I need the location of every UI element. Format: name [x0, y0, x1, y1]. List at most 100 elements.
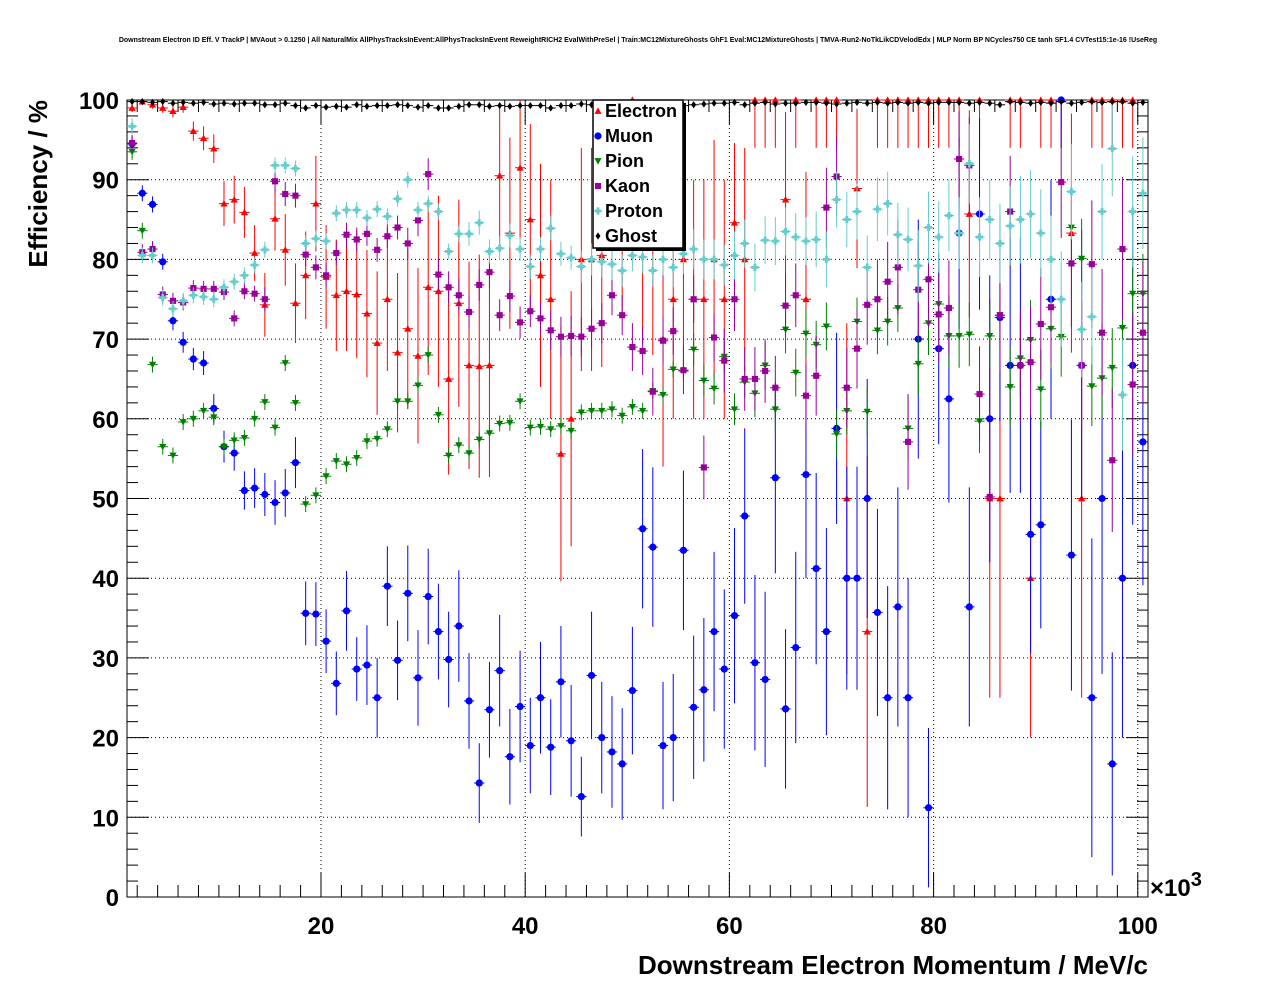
x-axis-title: Downstream Electron Momentum / MeV/c	[638, 950, 1148, 980]
kaon-point	[1027, 359, 1034, 366]
pion-point	[465, 450, 473, 457]
kaon-point	[363, 230, 370, 237]
pion-point	[832, 431, 841, 438]
proton-point	[894, 231, 902, 239]
proton-point	[832, 196, 841, 204]
pion-point	[822, 323, 830, 330]
ghost-point	[956, 98, 962, 106]
ghost-point	[966, 99, 972, 107]
muon-point	[659, 741, 667, 750]
ghost-point	[180, 98, 186, 106]
kaon-point	[384, 233, 391, 240]
kaon-point	[210, 285, 217, 292]
kaon-point	[476, 281, 483, 288]
proton-point	[812, 235, 820, 244]
pion-point	[669, 366, 677, 373]
pion-point	[302, 501, 310, 508]
ghost-point	[915, 98, 921, 106]
ghost-point	[364, 102, 370, 110]
pion-point	[659, 392, 667, 399]
ghost-point	[425, 101, 431, 110]
electron-point	[445, 375, 453, 382]
ghost-point	[936, 98, 942, 106]
kaon-point	[292, 192, 299, 199]
proton-point	[312, 235, 320, 243]
y-tick-label: 100	[79, 88, 119, 115]
ghost-point	[568, 101, 574, 110]
ghost-point	[1140, 98, 1146, 106]
proton-point	[771, 237, 779, 245]
x-tick-label: 20	[308, 913, 335, 940]
kaon-point	[772, 384, 779, 391]
proton-point	[1037, 229, 1045, 237]
ghost-point	[701, 100, 707, 108]
proton-point	[424, 200, 432, 208]
electron-point	[781, 196, 790, 203]
electron-point	[342, 287, 351, 295]
ghost-point	[384, 101, 390, 110]
pion-point	[1118, 325, 1127, 332]
legend-marker-kaon	[594, 182, 602, 190]
kaon-point	[353, 236, 360, 243]
proton-point	[618, 266, 626, 275]
pion-point	[496, 420, 504, 428]
legend-marker-proton	[594, 207, 602, 215]
kaon-point	[1088, 261, 1095, 268]
proton-point	[649, 266, 657, 275]
legend-marker-electron	[594, 107, 602, 114]
proton-point	[332, 209, 340, 217]
pion-point	[547, 426, 555, 433]
kaon-point	[935, 311, 942, 318]
muon-point	[639, 525, 647, 533]
ghost-point	[895, 98, 901, 106]
ghost-point	[742, 101, 748, 109]
proton-point	[128, 122, 136, 130]
chart-title: Downstream Electron ID Eff. V TrackP | M…	[119, 37, 1157, 44]
muon-point	[496, 667, 504, 675]
muon-point	[251, 484, 259, 492]
muon-point	[179, 338, 187, 346]
muon-point	[526, 741, 534, 750]
proton-point	[169, 305, 177, 313]
electron-point	[210, 145, 218, 152]
ghost-point	[691, 101, 697, 109]
proton-point	[1078, 325, 1086, 334]
legend-label-kaon: Kaon	[605, 176, 650, 196]
muon-point	[730, 612, 739, 620]
ghost-point	[262, 101, 268, 109]
pion-point	[312, 492, 320, 499]
kaon-point	[731, 296, 738, 303]
proton-point	[261, 246, 269, 254]
pion-point	[536, 423, 545, 431]
pion-point	[373, 435, 381, 443]
legend-label-ghost: Ghost	[605, 226, 657, 246]
ghost-point	[405, 101, 411, 110]
legend-marker-pion	[594, 158, 602, 165]
ghost-point	[1130, 99, 1136, 107]
muon-point	[771, 474, 779, 482]
kaon-point	[547, 327, 554, 334]
electron-point	[485, 361, 494, 369]
muon-point	[741, 512, 749, 520]
muon-point	[353, 665, 361, 673]
muon-point	[700, 686, 708, 694]
kaon-point	[619, 312, 626, 319]
y-tick-label: 10	[92, 805, 119, 832]
pion-point	[1078, 255, 1086, 263]
ghost-point	[783, 99, 789, 107]
kaon-point	[802, 392, 810, 399]
electron-point	[271, 215, 279, 222]
kaon-point	[1047, 304, 1055, 311]
kaon-point	[874, 296, 881, 303]
series-proton	[127, 100, 1148, 451]
muon-point	[516, 702, 524, 711]
muon-point	[210, 404, 218, 413]
ghost-point	[517, 101, 523, 110]
ghost-point	[374, 101, 380, 110]
muon-point	[332, 679, 340, 688]
electron-point	[312, 200, 320, 207]
kaon-point	[956, 155, 963, 163]
muon-point	[363, 661, 371, 669]
ghost-point	[354, 101, 360, 109]
electron-point	[965, 210, 973, 217]
